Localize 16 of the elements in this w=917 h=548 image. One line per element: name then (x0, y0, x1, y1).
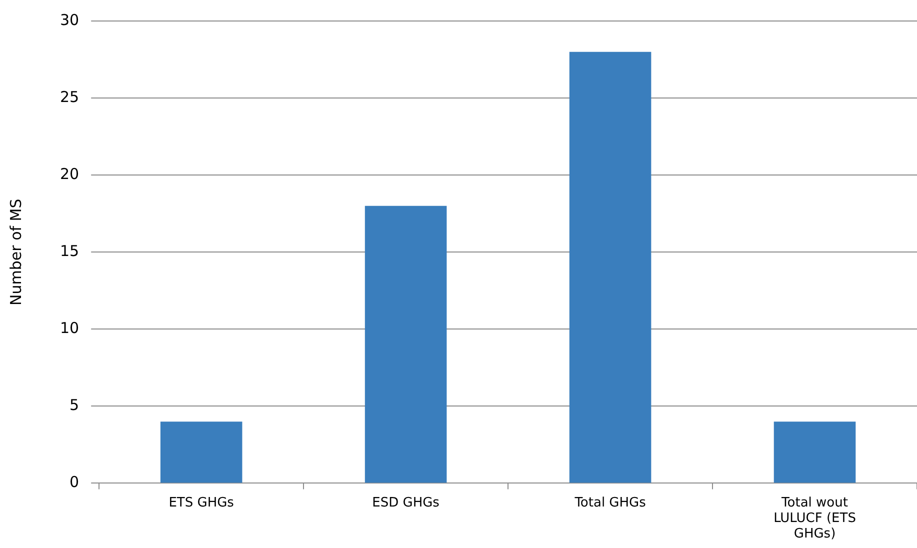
x-tick-label: Total GHGs (574, 495, 646, 510)
x-tick-label: ETS GHGs (168, 495, 234, 510)
y-tick-label: 10 (60, 319, 80, 338)
y-tick-label: 5 (70, 396, 80, 414)
x-tick-label: ESD GHGs (372, 495, 440, 510)
bar (774, 422, 856, 483)
y-tick-label: 15 (60, 242, 80, 260)
y-tick-label: 20 (60, 164, 80, 183)
y-tick-label: 0 (70, 473, 80, 492)
y-tick-label: 30 (60, 10, 80, 29)
bar (569, 52, 652, 483)
y-tick-label: 25 (60, 88, 80, 106)
y-axis-title: Number of MS (6, 198, 25, 306)
x-tick-label: Total wout LULUCF (ETS GHGs) (774, 495, 856, 542)
bar (364, 206, 447, 483)
bar (160, 422, 242, 483)
